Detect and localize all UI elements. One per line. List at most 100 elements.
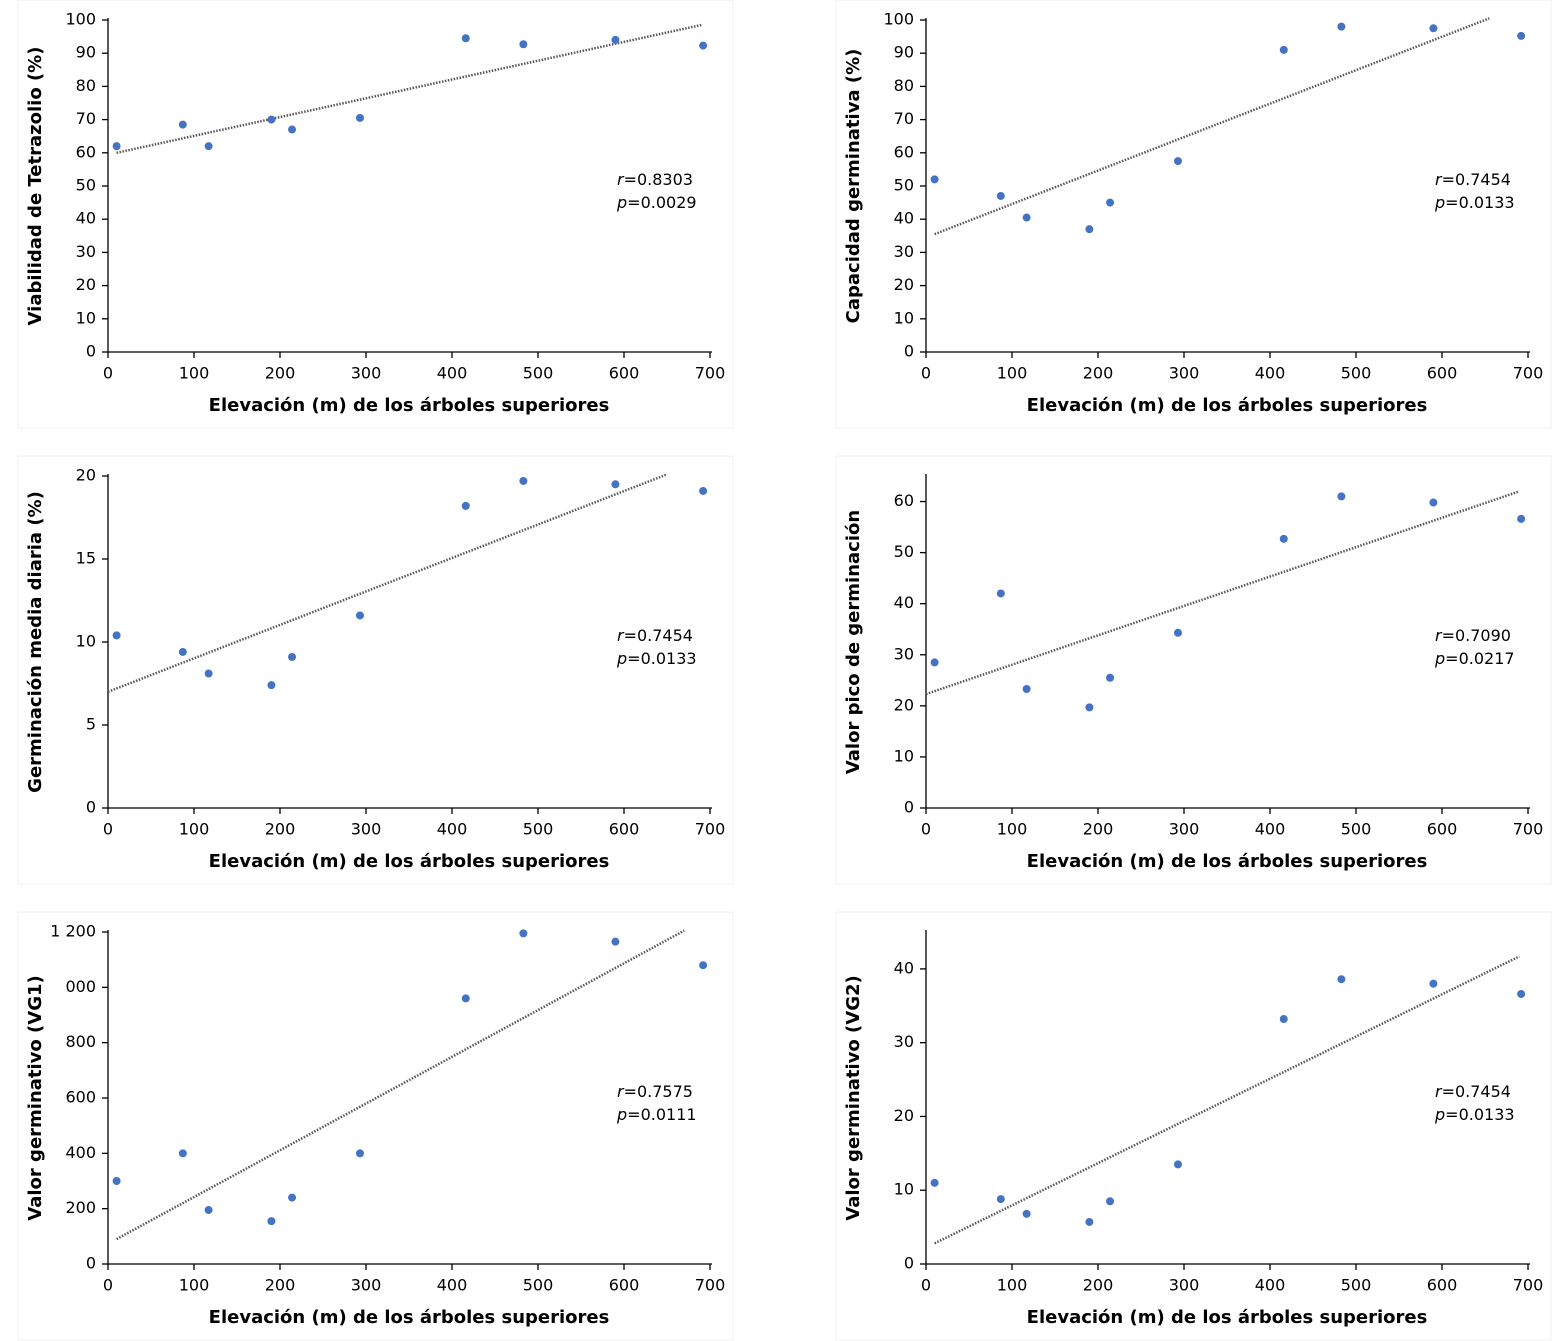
data-point [996,1195,1005,1204]
panel-background [835,0,1552,429]
y-tick-label: 80 [894,76,914,95]
data-point [1022,684,1031,693]
data-point [1517,989,1526,998]
data-point [699,41,708,50]
x-tick-label: 500 [523,364,554,383]
y-tick-label: 600 [65,1088,96,1107]
x-tick-label: 300 [1169,364,1200,383]
x-tick-label: 100 [179,820,210,839]
x-tick-label: 700 [1513,364,1544,383]
data-point [355,1149,364,1158]
annotation-symbol: p [1434,1105,1445,1124]
x-tick-label: 400 [437,364,468,383]
y-tick-label: 10 [76,308,96,327]
y-tick-label: 70 [76,109,96,128]
y-tick-label: 20 [894,695,914,714]
trendline [107,473,668,693]
x-tick-label: 0 [921,1276,931,1295]
data-point [1337,975,1346,984]
y-tick-label: 80 [76,76,96,95]
y-tick-label: 800 [65,1032,96,1051]
y-axis-label: Germinación media diaria (%) [25,491,46,793]
annotation-value: =0.7454 [624,626,693,645]
x-axis-label: Elevación (m) de los árboles superiores [1027,395,1428,416]
annotation: p=0.0029 [616,193,697,212]
annotation: r=0.8303 [617,170,693,189]
chart-panel: 0 10 20 30 40 50 60 70 80 90 100 0 100 200 300 400 500 60… [17,0,734,429]
data-point [112,1177,121,1185]
annotation-symbol: p [616,193,627,212]
y-tick-label: 90 [894,43,914,62]
data-point [178,647,187,656]
y-tick-label: 90 [76,43,96,62]
data-point [1173,628,1182,637]
x-tick-label: 300 [1169,820,1200,839]
x-tick-label: 600 [1427,364,1458,383]
annotation: p=0.0133 [616,649,697,668]
data-point [1337,492,1346,501]
y-tick-label: 10 [894,746,914,765]
y-tick-label: 50 [894,176,914,195]
y-tick-label: 0 [86,1254,96,1273]
annotation: r=0.7454 [1435,170,1511,189]
y-tick-label: 50 [894,542,914,561]
x-tick-label: 500 [523,1276,554,1295]
data-point [1106,198,1115,207]
x-tick-label: 200 [1083,1276,1114,1295]
annotation: r=0.7575 [617,1082,693,1101]
annotation-symbol: r [1435,1082,1443,1101]
y-tick-label: 10 [76,632,96,651]
data-point [930,175,939,184]
annotation-value: =0.0217 [1445,649,1514,668]
x-tick-label: 0 [103,820,113,839]
y-tick-label: 60 [894,142,914,161]
y-tick-label: 30 [894,1032,914,1051]
x-tick-label: 500 [523,820,554,839]
x-tick-label: 400 [1255,364,1286,383]
data-point [930,658,939,667]
x-tick-label: 500 [1341,364,1372,383]
data-point [204,1206,213,1215]
annotation: p=0.0133 [1434,1105,1515,1124]
y-tick-label: 20 [76,466,96,485]
data-point [288,1193,297,1202]
data-point [112,142,121,151]
annotation-value: =0.0133 [627,649,696,668]
x-tick-label: 0 [921,820,931,839]
annotation-symbol: p [616,1105,627,1124]
y-tick-label: 20 [894,1106,914,1125]
y-tick-label: 60 [894,491,914,510]
y-tick-label: 20 [894,275,914,294]
y-tick-label: 200 [65,1198,96,1217]
trendline [934,955,1520,1245]
data-point [1085,225,1094,234]
data-point [519,40,528,49]
y-tick-label: 100 [65,10,96,29]
x-axis-label: Elevación (m) de los árboles superiores [209,395,610,416]
data-point [930,1178,939,1187]
data-point [996,589,1005,598]
annotation-symbol: r [617,170,625,189]
annotation-value: =0.0111 [627,1105,696,1124]
data-point [1279,1015,1288,1024]
annotation-value: =0.7575 [624,1082,693,1101]
x-tick-label: 100 [179,364,210,383]
trendline [934,17,1490,236]
data-point [1106,673,1115,682]
data-point [112,631,121,640]
x-tick-label: 500 [1341,1276,1372,1295]
y-tick-label: 20 [76,275,96,294]
annotation-value: =0.7454 [1442,1082,1511,1101]
y-tick-label: 0 [904,798,914,817]
annotation: r=0.7454 [617,626,693,645]
data-point [519,476,528,485]
annotation-value: =0.7454 [1442,170,1511,189]
y-tick-label: 30 [894,242,914,261]
x-tick-label: 500 [1341,820,1372,839]
annotation-value: =0.0133 [1445,1105,1514,1124]
x-tick-label: 700 [695,820,726,839]
annotation-symbol: r [617,626,625,645]
x-tick-label: 200 [265,364,296,383]
y-axis-label: Valor germinativo (VG1) [25,975,46,1220]
